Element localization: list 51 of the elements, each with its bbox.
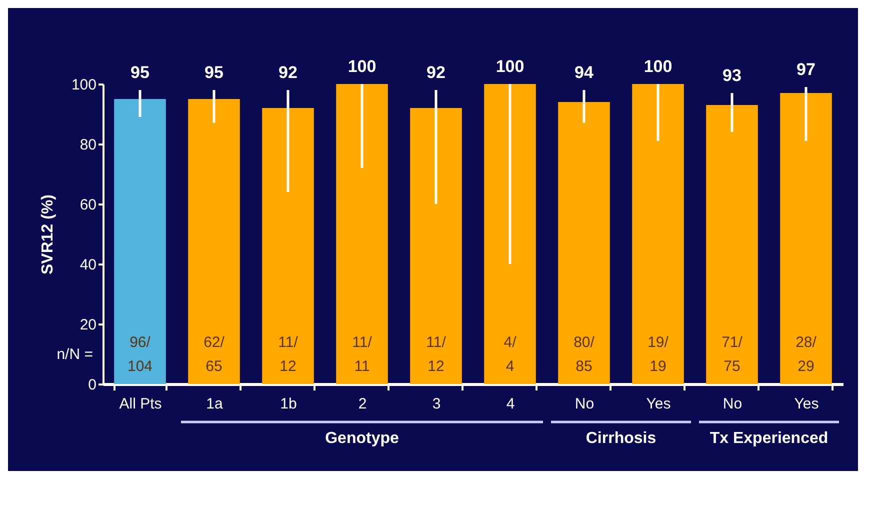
x-tick-label: 1a xyxy=(206,396,224,412)
bar xyxy=(706,105,758,384)
bar xyxy=(410,108,462,384)
data-label: 95 xyxy=(204,63,224,82)
data-label: 92 xyxy=(278,63,298,82)
annotation: 11/12 xyxy=(426,334,447,375)
x-tick-label: All Pts xyxy=(119,396,162,412)
y-tick-label: 80 xyxy=(80,136,96,154)
bar xyxy=(262,108,314,384)
x-tick-label: No xyxy=(722,396,742,412)
bar xyxy=(632,84,684,384)
annotation: 4/4 xyxy=(504,334,518,375)
data-label: 94 xyxy=(574,63,594,82)
bar xyxy=(484,84,536,384)
annotation: 11/11 xyxy=(352,334,373,375)
annotation: 62/65 xyxy=(204,334,226,375)
x-tick-label: 1b xyxy=(280,396,297,412)
y-tick-label: 0 xyxy=(88,376,96,394)
text: n/N = xyxy=(56,346,94,363)
bar xyxy=(558,102,610,384)
text: Genotype xyxy=(325,430,399,447)
bar xyxy=(780,93,832,384)
x-tick-label: 3 xyxy=(432,396,441,412)
y-tick-label: 40 xyxy=(80,256,96,274)
text: Cirrhosis xyxy=(586,430,656,447)
data-label: 93 xyxy=(722,66,742,85)
data-label: 97 xyxy=(796,60,816,79)
annotation: 11/12 xyxy=(278,334,299,375)
x-tick-label: Yes xyxy=(794,396,819,412)
text: Tx Experienced xyxy=(710,430,828,447)
annotation: 71/75 xyxy=(722,334,744,375)
bar xyxy=(188,99,240,384)
annotation: 28/29 xyxy=(796,334,818,375)
data-label: 100 xyxy=(496,57,524,76)
x-tick-label: No xyxy=(574,396,594,412)
x-tick-label: 4 xyxy=(506,396,515,412)
bar xyxy=(114,99,166,384)
y-tick-label: 60 xyxy=(80,196,96,214)
data-label: 92 xyxy=(426,63,446,82)
y-axis-title: SVR12 (%) xyxy=(39,194,56,275)
x-tick-label: 2 xyxy=(358,396,367,412)
annotation: 19/19 xyxy=(648,334,670,375)
data-label: 100 xyxy=(644,57,672,76)
data-label: 95 xyxy=(130,63,150,82)
data-label: 100 xyxy=(348,57,376,76)
x-tick-label: Yes xyxy=(646,396,671,412)
annotation: 80/85 xyxy=(574,334,596,375)
y-tick-label: 100 xyxy=(71,76,96,94)
y-tick-label: 20 xyxy=(80,316,96,334)
annotation: 96/104 xyxy=(127,334,153,375)
bar xyxy=(336,84,388,384)
